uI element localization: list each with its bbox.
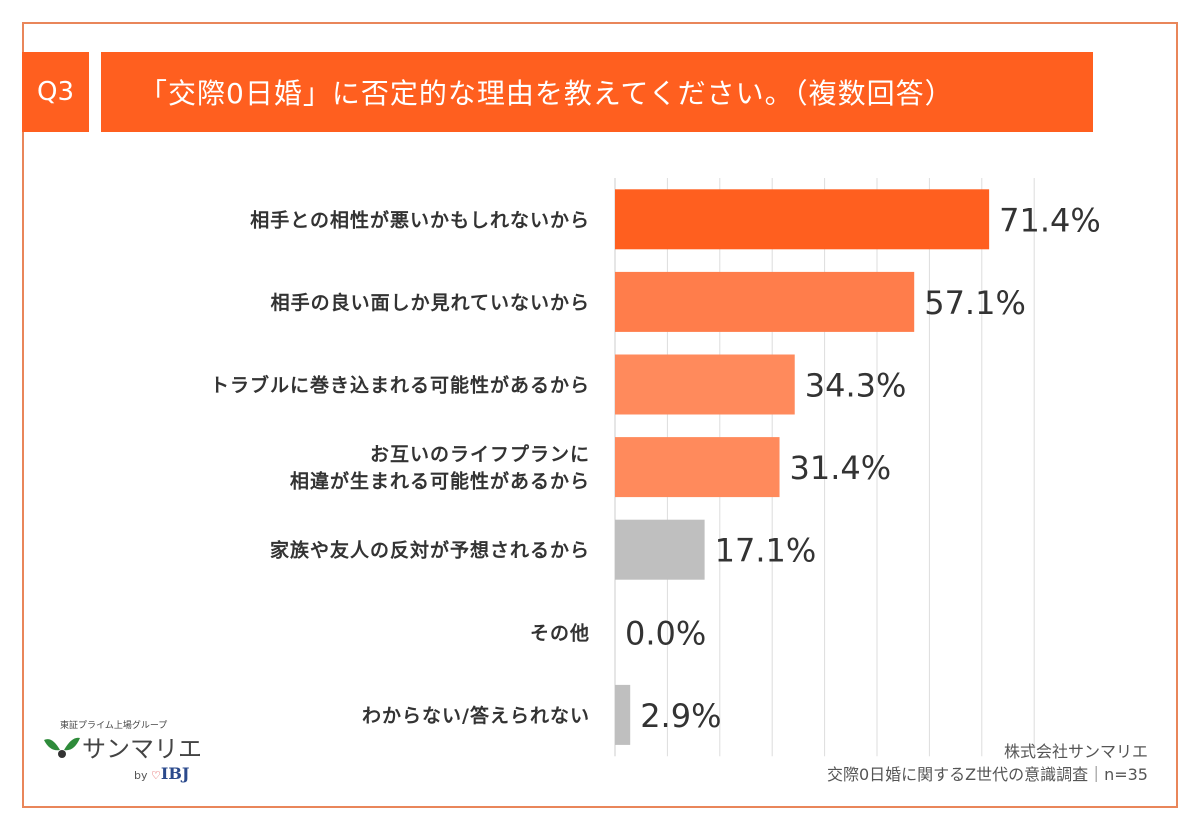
data-label: 17.1%: [715, 532, 817, 570]
logo-brand: IBJ: [160, 764, 190, 783]
data-label: 0.0%: [625, 614, 706, 652]
category-label: 相手との相性が悪いかもしれないから: [250, 208, 590, 231]
bar: [615, 354, 795, 415]
source-note: 株式会社サンマリエ 交際0日婚に関するZ世代の意識調査｜n=35: [827, 740, 1148, 786]
logo-group: 東証プライム上場グループ: [60, 721, 168, 731]
logo-by-text: by: [134, 769, 148, 782]
category-label: 家族や友人の反対が予想されるから: [270, 539, 590, 562]
heart-icon: ♡: [151, 769, 161, 782]
category-label: トラブルに巻き込まれる可能性があるから: [210, 374, 590, 397]
data-label: 2.9%: [640, 697, 721, 735]
logo: 東証プライム上場グループ サンマリエ by ♡IBJ: [42, 718, 202, 790]
bar: [615, 189, 990, 250]
chart-title: 「交際0日婚」に否定的な理由を教えてください。（複数回答）: [101, 52, 1093, 132]
source-company: 株式会社サンマリエ: [1003, 742, 1148, 761]
category-label: わからない/答えられない: [362, 704, 590, 727]
frame-border: [22, 22, 1178, 808]
data-label: 31.4%: [790, 449, 892, 487]
category-label: 相手の良い面しか見れていないから: [271, 291, 590, 314]
bar: [615, 437, 780, 498]
logo-by: by ♡IBJ: [134, 764, 202, 783]
question-number: Q3: [22, 52, 89, 132]
data-label: 57.1%: [924, 284, 1026, 322]
logo-name: サンマリエ: [82, 735, 202, 763]
bar: [615, 684, 631, 745]
data-label: 71.4%: [999, 201, 1101, 239]
bar: [615, 271, 915, 332]
category-label: お互いのライフプランに: [370, 443, 590, 466]
data-label: 34.3%: [805, 367, 907, 405]
bar: [615, 519, 705, 580]
category-label: 相違が生まれる可能性があるから: [290, 470, 590, 493]
source-survey: 交際0日婚に関するZ世代の意識調査｜n=35: [826, 765, 1148, 784]
leaf-icon: [44, 737, 80, 758]
category-label: その他: [530, 621, 590, 644]
